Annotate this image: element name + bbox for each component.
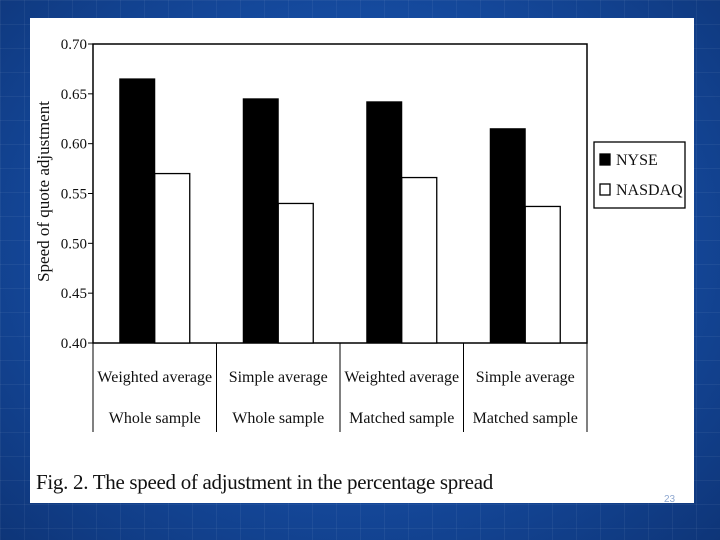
- bar-nasdaq: [154, 172, 191, 344]
- x-category-label-line1: Weighted average: [97, 369, 212, 386]
- x-category-label-line2: Matched sample: [473, 410, 578, 427]
- y-tick-label: 0.45: [61, 286, 87, 302]
- bar-nyse: [489, 128, 526, 344]
- y-axis-label: Speed of quote adjustment: [34, 101, 53, 282]
- bar-nyse: [366, 101, 403, 344]
- y-tick-label: 0.70: [61, 37, 87, 53]
- y-tick-label: 0.50: [61, 236, 87, 252]
- bar-nyse: [242, 98, 279, 344]
- y-tick-label: 0.40: [61, 336, 87, 352]
- x-category-label-line2: Whole sample: [109, 410, 201, 427]
- y-tick-label: 0.65: [61, 87, 87, 103]
- legend-swatch-nyse: [599, 153, 611, 166]
- slide-number: 23: [664, 494, 676, 505]
- x-category-label-line1: Weighted average: [344, 369, 459, 386]
- x-category-label-line1: Simple average: [229, 369, 328, 386]
- legend-label-nyse: NYSE: [616, 152, 658, 169]
- legend-label-nasdaq: NASDAQ: [616, 182, 683, 199]
- bar-nasdaq: [524, 205, 561, 344]
- figure-caption: Fig. 2. The speed of adjustment in the p…: [36, 470, 493, 494]
- y-tick-label: 0.60: [61, 137, 87, 153]
- x-category-label-line1: Simple average: [476, 369, 575, 386]
- x-category-label-line2: Matched sample: [349, 410, 454, 427]
- y-tick-label: 0.55: [61, 187, 87, 203]
- legend-box: [593, 141, 686, 209]
- bar-nasdaq: [401, 176, 438, 344]
- bar-nyse: [119, 78, 156, 344]
- bar-nasdaq: [277, 202, 314, 344]
- legend-swatch-nasdaq: [599, 183, 611, 196]
- x-category-label-line2: Whole sample: [232, 410, 324, 427]
